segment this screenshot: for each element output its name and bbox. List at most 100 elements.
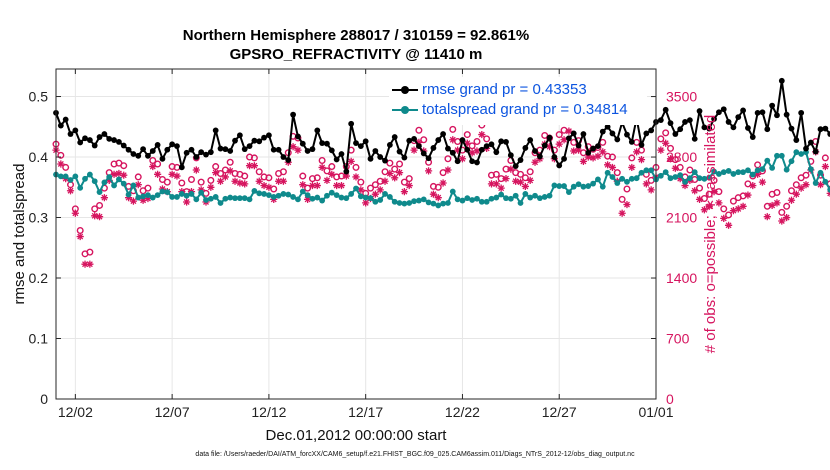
axes-frame	[55, 68, 657, 400]
obs-assimilated-point	[531, 158, 539, 166]
obs-assimilated-point	[144, 194, 152, 203]
totalspread-point	[430, 200, 437, 207]
rmse-point	[546, 134, 553, 141]
x-tick-label: 12/07	[155, 404, 190, 420]
totalspread-point	[628, 175, 635, 182]
totalspread-point	[333, 192, 340, 199]
obs-assimilated-point	[671, 164, 679, 172]
totalspread-point	[657, 172, 664, 179]
totalspread-point	[232, 195, 238, 202]
legend-label-totalspread: totalspread grand pr = 0.34814	[422, 101, 628, 118]
obs-assimilated-point	[637, 156, 646, 164]
rmse-point	[353, 140, 359, 147]
totalspread-point	[164, 189, 171, 196]
rmse-point	[183, 149, 190, 156]
rmse-point	[251, 137, 258, 144]
x-tick-label: 12/27	[542, 404, 577, 420]
x-tick-label: 12/12	[251, 404, 286, 420]
obs-possible-point	[449, 125, 457, 133]
rmse-point	[391, 134, 398, 140]
rmse-point	[561, 155, 567, 162]
totalspread-point	[783, 166, 790, 173]
totalspread-point	[725, 168, 732, 174]
obs-possible-point	[560, 126, 568, 134]
totalspread-point	[474, 195, 480, 202]
totalspread-point	[304, 192, 311, 199]
rmse-point	[280, 154, 287, 160]
obs-assimilated-point	[579, 157, 588, 165]
obs-possible-point	[671, 156, 679, 164]
rmse-point	[580, 131, 587, 137]
totalspread-point	[449, 188, 456, 195]
obs-assimilated-point	[497, 184, 505, 192]
obs-possible-point	[62, 163, 70, 171]
obs-assimilated-point	[642, 180, 650, 188]
totalspread-point	[348, 191, 355, 197]
obs-assimilated-point	[802, 181, 810, 189]
x-tick-label: 12/17	[348, 404, 383, 420]
obs-possible-point	[367, 184, 375, 192]
totalspread-point	[517, 200, 524, 206]
obs-assimilated-point	[647, 186, 655, 194]
obs-possible-point	[483, 135, 491, 143]
obs-possible-point	[802, 171, 810, 179]
obs-assimilated-point	[739, 202, 747, 210]
obs-assimilated-point	[410, 146, 418, 154]
obs-assimilated-point	[633, 148, 641, 156]
rmse-point	[193, 154, 200, 160]
totalspread-point	[275, 192, 282, 199]
obs-possible-point	[647, 176, 655, 184]
obs-possible-point	[729, 197, 737, 205]
totalspread-point	[324, 192, 330, 199]
obs-assimilated-point	[715, 199, 723, 207]
totalspread-point	[483, 198, 490, 205]
obs-assimilated-point	[783, 213, 791, 222]
obs-assimilated-point	[724, 221, 733, 229]
rmse-point	[120, 142, 127, 149]
rmse-point	[232, 137, 238, 144]
x-axis-label: Dec.01,2012 00:00:00 start	[265, 427, 447, 444]
obs-possible-point	[391, 165, 399, 173]
rmse-point	[145, 152, 151, 159]
obs-assimilated-point	[468, 149, 476, 157]
rmse-point	[740, 107, 746, 114]
obs-possible-point	[197, 178, 205, 186]
rmse-point	[536, 153, 543, 160]
obs-assimilated-point	[700, 206, 708, 214]
rmse-point	[556, 162, 563, 169]
obs-assimilated-point	[318, 163, 326, 172]
obs-assimilated-point	[236, 179, 244, 187]
totalspread-point	[459, 197, 466, 204]
obs-assimilated-point	[81, 260, 89, 268]
obs-assimilated-point	[91, 212, 99, 220]
totalspread-point	[362, 194, 369, 201]
obs-possible-point	[691, 176, 699, 184]
obs-assimilated-point	[105, 176, 113, 184]
rmse-point	[328, 147, 335, 154]
obs-assimilated-point	[386, 169, 394, 178]
rmse-point	[290, 111, 296, 118]
rmse-point	[275, 146, 282, 153]
obs-assimilated-point	[424, 167, 433, 175]
obs-possible-point	[352, 163, 360, 171]
totalspread-point	[353, 185, 359, 192]
y-tick-label: 0.2	[29, 270, 49, 286]
rmse-point	[512, 163, 519, 169]
obs-assimilated-point	[192, 166, 200, 174]
rmse-point	[817, 126, 824, 133]
obs-assimilated-point	[274, 177, 283, 185]
totalspread-point	[788, 158, 795, 165]
obs-assimilated-point	[173, 172, 181, 180]
obs-assimilated-point	[260, 181, 268, 190]
rmse-point	[827, 131, 830, 137]
obs-assimilated-point	[458, 155, 467, 163]
totalspread-point	[662, 169, 669, 176]
rmse-point	[759, 109, 766, 116]
obs-possible-point	[778, 208, 786, 216]
rmse-point	[343, 168, 350, 175]
obs-assimilated-point	[337, 181, 346, 190]
rmse-point	[749, 134, 756, 140]
totalspread-point	[309, 195, 316, 202]
obs-assimilated-point	[183, 198, 191, 206]
totalspread-point	[536, 195, 543, 202]
